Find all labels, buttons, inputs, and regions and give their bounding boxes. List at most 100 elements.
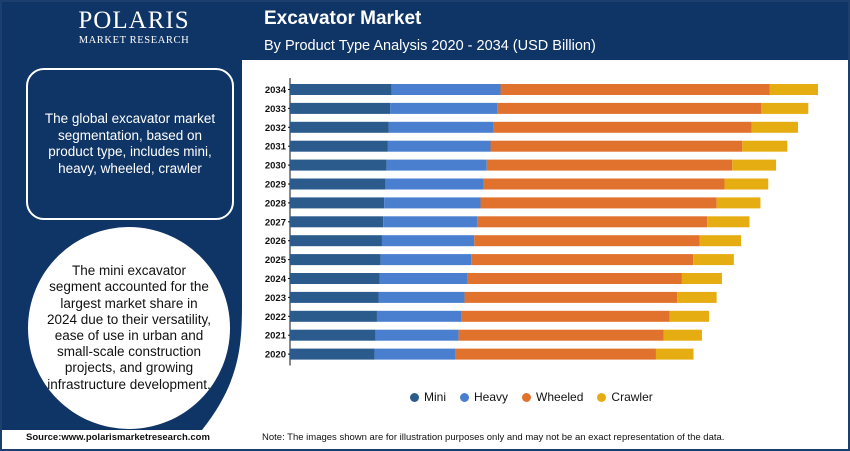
y-tick-label: 2031 [265,142,287,153]
chart-legend: Mini Heavy Wheeled Crawler [410,390,653,404]
bar-segment-mini [290,348,375,360]
header-bar: POLARIS MARKET RESEARCH Excavator Market… [2,2,848,60]
logo-name: POLARIS [78,7,190,34]
bar-segment-wheeled [467,273,682,284]
bar-segment-mini [290,121,389,133]
bar-segment-mini [290,102,391,114]
bar-segment-crawler [724,178,769,190]
summary-text: The global excavator market segmentation… [44,111,216,176]
bar-segment-wheeled [486,159,733,171]
bar-segment-heavy [381,235,475,247]
polaris-logo: POLARIS MARKET RESEARCH [64,8,204,48]
bar-segment-wheeled [497,102,762,114]
bar-segment-heavy [380,254,472,266]
bar-segment-wheeled [474,235,700,247]
y-tick-label: 2021 [265,331,287,342]
chart-subtitle: By Product Type Analysis 2020 - 2034 (US… [264,38,596,54]
y-tick-label: 2024 [265,274,287,285]
legend-label: Crawler [611,390,653,404]
legend-item-crawler: Crawler [597,390,653,404]
bar-segment-mini [290,273,380,284]
y-tick-label: 2026 [265,236,286,247]
bar-segment-mini [290,159,387,171]
bar-segment-crawler [732,159,777,171]
bar-segment-heavy [378,291,465,303]
y-tick-label: 2027 [265,217,286,228]
bar-segment-crawler [677,291,717,303]
bar-segment-crawler [761,102,809,114]
bar-segment-crawler [742,140,788,152]
bar-segment-heavy [375,329,459,341]
bar-segment-crawler [681,273,722,284]
legend-marker [410,392,419,402]
bar-segment-wheeled [483,178,725,190]
bar-segment-mini [290,197,385,209]
bar-segment-wheeled [480,197,717,209]
panel-curve-decoration [202,60,242,430]
legend-label: Mini [424,390,447,404]
bar-segment-wheeled [471,254,694,266]
bar-segment-wheeled [490,140,743,152]
y-tick-label: 2029 [265,180,286,191]
bar-segment-crawler [716,197,761,209]
y-tick-label: 2020 [265,350,286,361]
bar-segment-heavy [374,348,456,360]
highlight-circle: The mini excavator segment accounted for… [28,227,230,429]
bar-segment-heavy [385,178,484,190]
bar-segment-crawler [663,329,702,341]
bar-segment-heavy [384,197,481,209]
bar-segment-heavy [390,102,498,114]
y-tick-label: 2022 [265,312,286,323]
bar-segment-heavy [383,216,478,228]
bar-segment-mini [290,291,379,303]
bar-segment-heavy [391,84,501,95]
bar-segment-wheeled [458,329,664,341]
highlight-text: The mini excavator segment accounted for… [46,263,212,392]
bar-segment-wheeled [455,348,656,360]
legend-marker [522,392,532,402]
bar-segment-wheeled [500,84,770,95]
bar-segment-mini [290,178,386,190]
logo-tagline: MARKET RESEARCH [78,35,190,46]
bar-segment-crawler [699,235,742,247]
y-tick-label: 2032 [265,123,286,134]
bar-segment-mini [290,329,376,341]
bar-segment-heavy [387,140,491,152]
bar-segment-mini [290,310,377,322]
bar-segment-mini [290,254,381,266]
bar-segment-crawler [655,348,694,360]
bar-segment-mini [290,84,392,95]
y-tick-label: 2034 [265,85,287,96]
bar-segment-crawler [707,216,750,228]
chart-title: Excavator Market [264,8,422,29]
bar-segment-heavy [388,121,494,133]
y-tick-label: 2025 [265,255,287,266]
bar-segment-mini [290,140,388,152]
legend-label: Wheeled [536,390,584,404]
bar-segment-heavy [379,273,468,284]
bar-segment-wheeled [461,310,670,322]
legend-item-heavy: Heavy [460,390,508,404]
disclaimer-note: Note: The images shown are for illustrat… [262,432,725,443]
legend-marker [460,392,470,402]
stacked-bar-chart: 2034 2033 2032 2031 2030 2029 2028 2027 2026 2025… [265,78,818,366]
summary-box: The global excavator market segmentation… [26,68,234,220]
source-text: Source:www.polarismarketresearch.com [26,432,210,443]
bar-segment-heavy [376,310,462,322]
legend-item-mini: Mini [410,390,446,404]
bar-segment-heavy [386,159,487,171]
legend-item-wheeled: Wheeled [522,390,583,404]
y-tick-label: 2023 [265,293,286,304]
y-tick-label: 2028 [265,198,286,209]
y-tick-label: 2033 [265,104,286,115]
bar-segment-mini [290,235,382,247]
bar-segment-wheeled [477,216,708,228]
legend-label: Heavy [474,390,509,404]
footer-bar [2,430,848,449]
legend-marker [597,392,607,402]
bar-segment-crawler [693,254,734,266]
bar-segment-mini [290,216,384,228]
bar-segment-wheeled [493,121,752,133]
y-tick-label: 2030 [265,161,286,172]
bar-segment-crawler [769,84,818,95]
